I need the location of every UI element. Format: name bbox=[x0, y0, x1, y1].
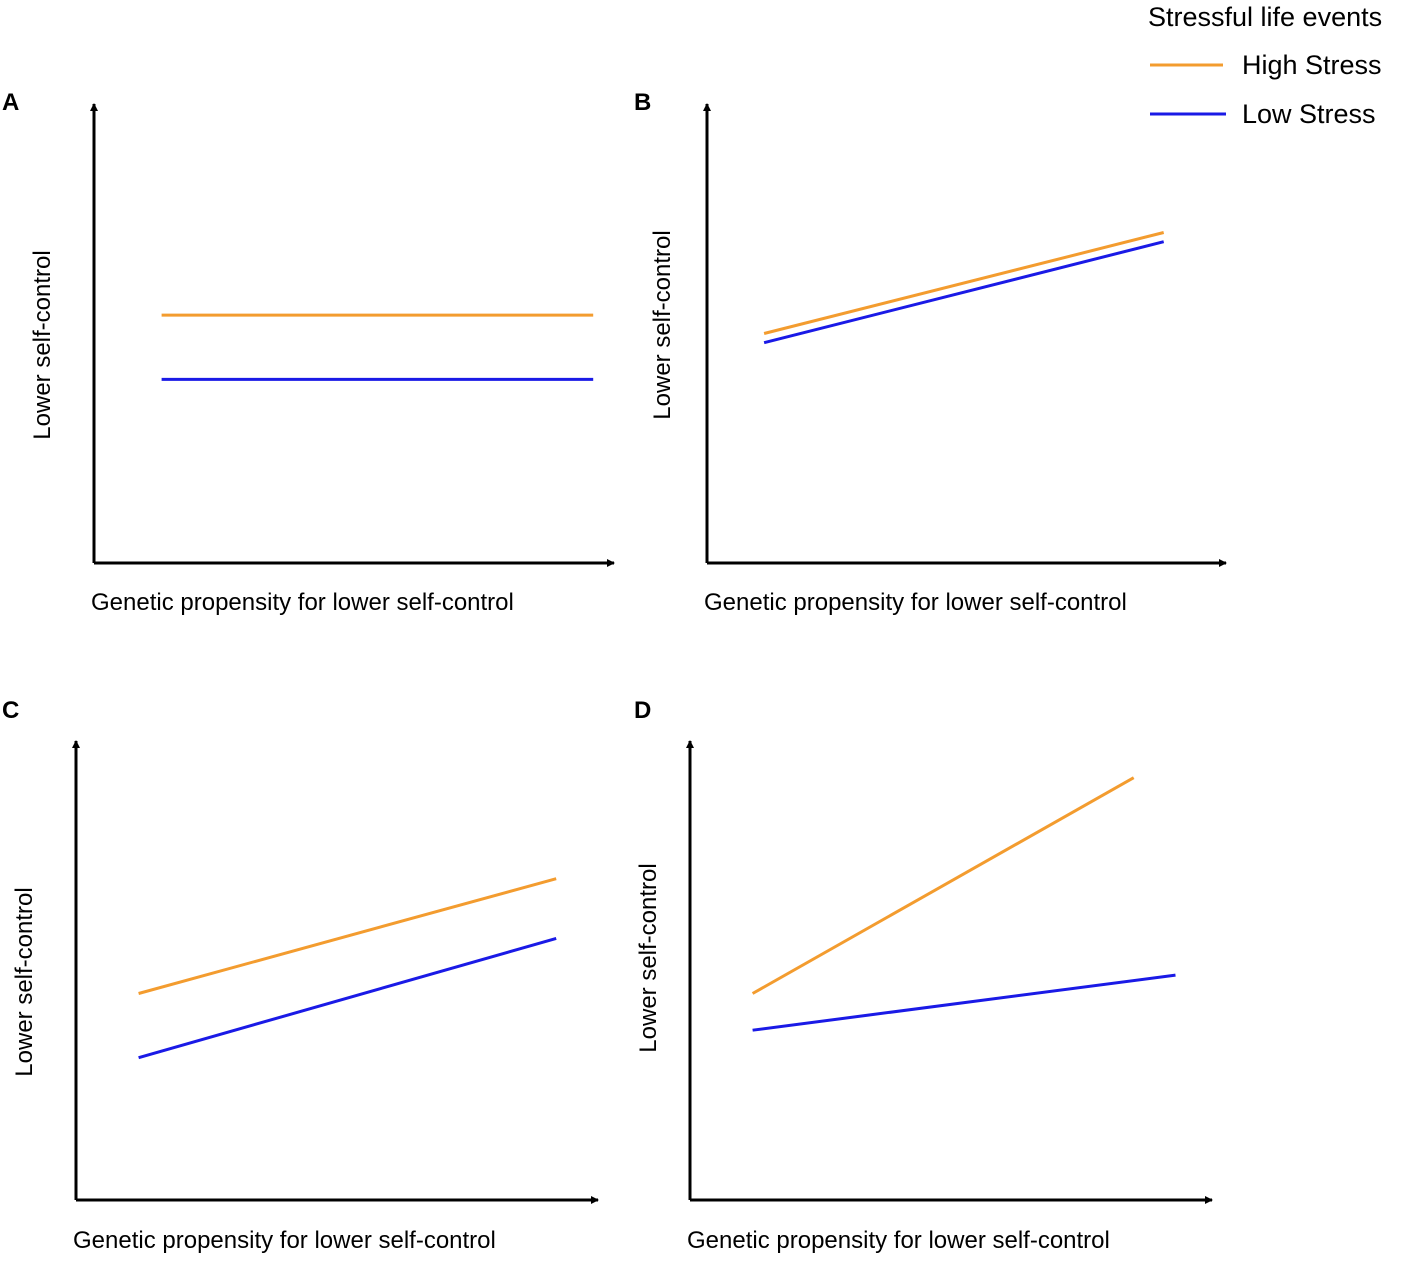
panel-c-letter: C bbox=[2, 697, 19, 724]
panel-d-plot-area bbox=[751, 776, 1176, 1032]
panel-c-y-label: Lower self-control bbox=[11, 887, 38, 1076]
legend-label-high-stress: High Stress bbox=[1242, 50, 1382, 80]
panel-b-plot-area bbox=[763, 231, 1165, 345]
panel-b-letter: B bbox=[634, 89, 651, 116]
panel-b-series-high-stress bbox=[763, 231, 1165, 335]
legend-title: Stressful life events bbox=[1148, 2, 1382, 32]
panel-c-series-high-stress bbox=[138, 877, 557, 995]
panel-d-series-high-stress bbox=[751, 776, 1135, 995]
panel-d: D Genetic propensity for lower self-cont… bbox=[634, 697, 1213, 1254]
legend-label-low-stress: Low Stress bbox=[1242, 99, 1376, 129]
panel-a-plot-area bbox=[161, 313, 594, 381]
panel-a-letter: A bbox=[2, 89, 19, 116]
panel-d-letter: D bbox=[634, 697, 651, 724]
panel-b-y-label: Lower self-control bbox=[649, 230, 676, 419]
panel-c-x-label: Genetic propensity for lower self-contro… bbox=[73, 1227, 496, 1254]
panel-d-series-low-stress bbox=[752, 973, 1176, 1032]
panel-c-series-low-stress bbox=[138, 936, 557, 1060]
legend: Stressful life events High Stress Low St… bbox=[1148, 2, 1382, 129]
panel-b: B Genetic propensity for lower self-cont… bbox=[634, 89, 1227, 616]
panel-a: A Genetic propensity for lower self-cont… bbox=[2, 89, 615, 616]
panel-d-x-label: Genetic propensity for lower self-contro… bbox=[687, 1227, 1110, 1254]
panel-a-y-label: Lower self-control bbox=[29, 250, 56, 439]
panel-c-plot-area bbox=[138, 877, 557, 1060]
panel-d-y-label: Lower self-control bbox=[635, 863, 662, 1052]
panel-a-x-label: Genetic propensity for lower self-contro… bbox=[91, 589, 514, 616]
panel-b-x-label: Genetic propensity for lower self-contro… bbox=[704, 589, 1127, 616]
panel-c: C Genetic propensity for lower self-cont… bbox=[2, 697, 599, 1254]
panel-b-series-low-stress bbox=[763, 240, 1165, 345]
